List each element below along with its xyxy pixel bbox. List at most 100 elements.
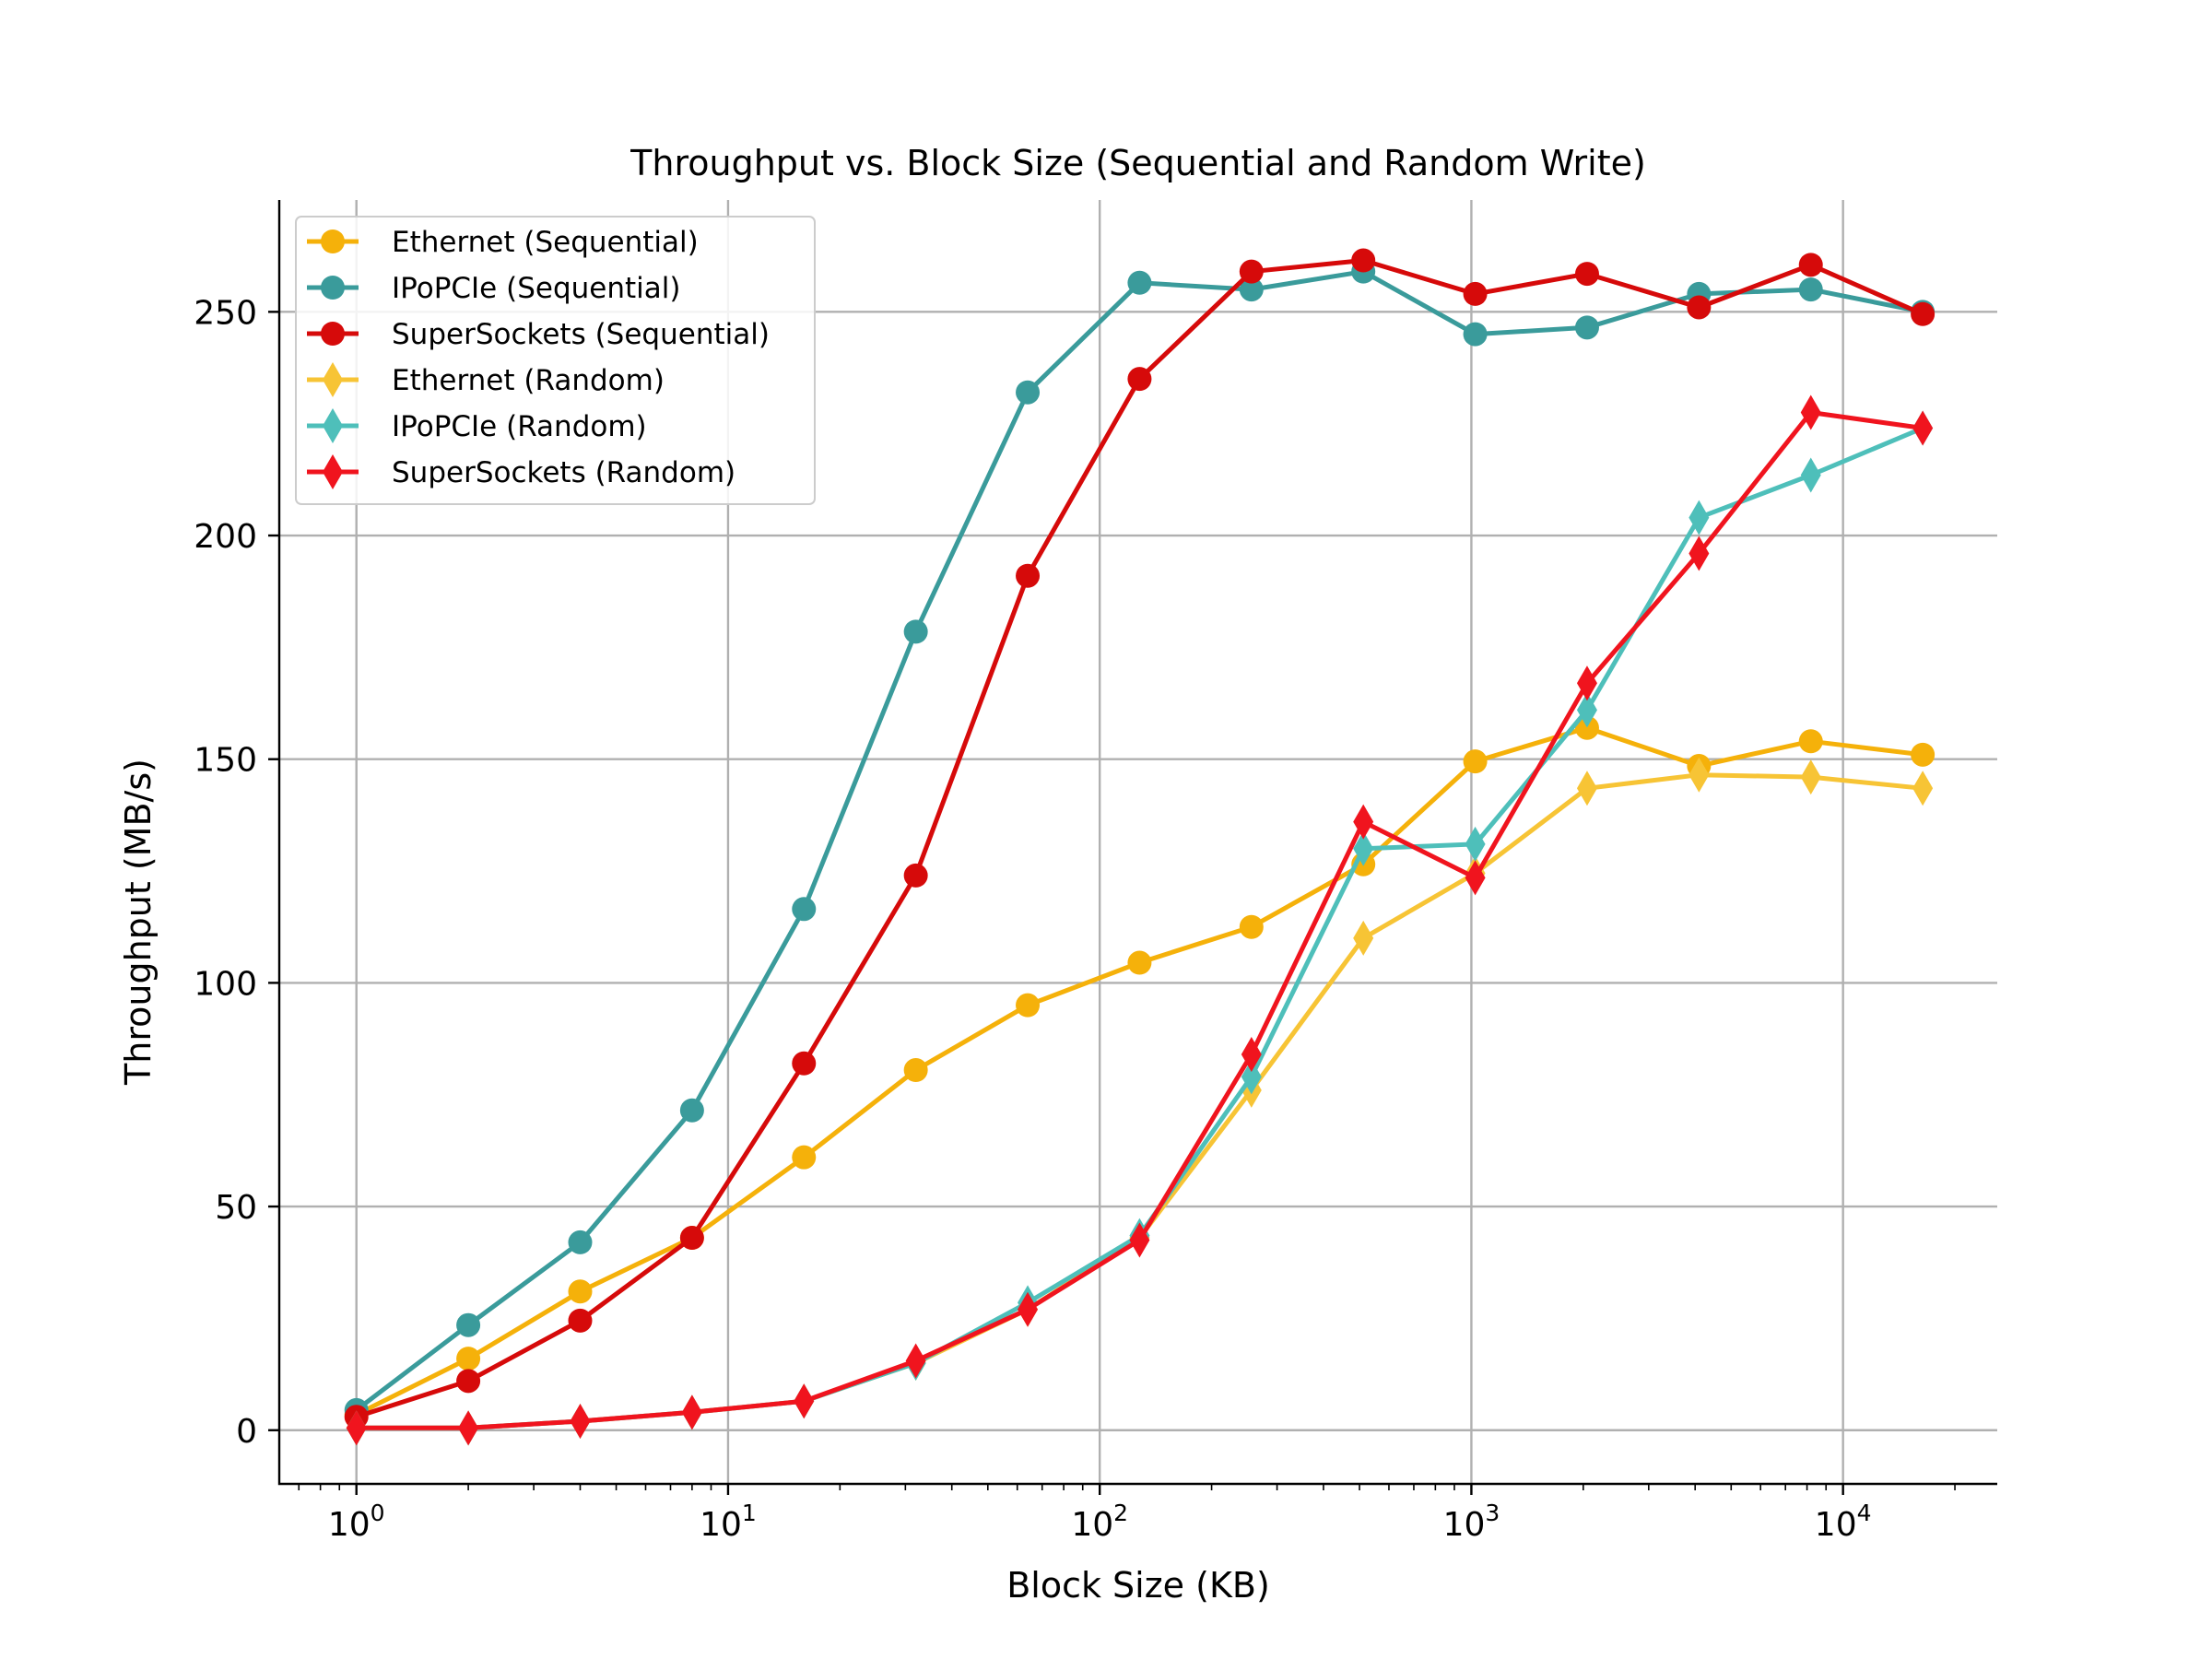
- legend-entry: Ethernet (Sequential): [307, 226, 699, 259]
- data-point: [1018, 1291, 1039, 1327]
- legend-entry: Ethernet (Random): [307, 362, 665, 397]
- data-point: [1687, 295, 1712, 320]
- data-point: [1463, 281, 1488, 306]
- data-point: [1798, 277, 1823, 302]
- data-point: [1016, 563, 1041, 588]
- series-layer: [344, 248, 1936, 1446]
- data-point: [1127, 950, 1152, 975]
- legend-entry: SuperSockets (Random): [307, 454, 735, 489]
- data-point: [1576, 692, 1597, 728]
- data-point: [905, 1343, 926, 1379]
- legend-marker: [321, 276, 345, 300]
- x-tick-label: 101: [700, 1500, 757, 1544]
- chart-title: Throughput vs. Block Size (Sequential an…: [629, 143, 1646, 183]
- data-point: [346, 1410, 367, 1446]
- series-1: [344, 259, 1936, 1422]
- data-point: [1574, 715, 1599, 740]
- series-2: [344, 248, 1936, 1430]
- data-point: [1239, 277, 1264, 302]
- data-point: [792, 1051, 817, 1076]
- data-point: [1576, 771, 1597, 806]
- legend-marker: [321, 322, 345, 346]
- data-point: [1688, 500, 1710, 535]
- data-point: [1465, 826, 1486, 862]
- y-tick-label: 250: [194, 294, 257, 332]
- data-point: [1912, 771, 1934, 806]
- y-tick-label: 200: [194, 518, 257, 556]
- data-point: [1798, 729, 1823, 754]
- data-point: [1688, 757, 1710, 793]
- data-point: [568, 1279, 593, 1304]
- y-tick-label: 100: [194, 965, 257, 1003]
- data-point: [1463, 322, 1488, 347]
- legend-marker: [323, 408, 343, 443]
- data-point: [792, 1145, 817, 1170]
- y-tick-label: 50: [215, 1189, 257, 1227]
- legend-label: SuperSockets (Random): [392, 456, 735, 489]
- legend-marker: [323, 362, 343, 397]
- data-point: [1574, 262, 1599, 287]
- x-axis-label: Block Size (KB): [1006, 1565, 1270, 1606]
- data-point: [1016, 993, 1041, 1018]
- data-point: [570, 1404, 591, 1440]
- axis-spines: [277, 200, 1997, 1486]
- x-tick-label: 102: [1071, 1500, 1128, 1544]
- legend-box: [295, 216, 816, 505]
- data-point: [1800, 394, 1821, 430]
- y-tick-label: 150: [194, 742, 257, 780]
- data-point: [679, 1098, 704, 1123]
- legend-entry: IPoPCIe (Random): [307, 408, 647, 443]
- data-point: [1798, 253, 1823, 277]
- data-point: [1463, 749, 1488, 774]
- x-tick-label: 103: [1443, 1500, 1500, 1544]
- data-point: [903, 863, 928, 888]
- data-point: [1576, 665, 1597, 701]
- data-point: [679, 1226, 704, 1251]
- y-axis-label: Throughput (MB/s): [118, 759, 159, 1086]
- data-point: [792, 897, 817, 922]
- data-point: [568, 1308, 593, 1333]
- data-point: [1912, 410, 1934, 446]
- x-tick-label: 100: [328, 1500, 385, 1544]
- data-point: [1351, 248, 1376, 273]
- data-point: [1239, 914, 1264, 939]
- legend: Ethernet (Sequential) IPoPCIe (Sequential…: [295, 216, 816, 505]
- data-point: [1574, 315, 1599, 340]
- data-point: [458, 1410, 479, 1446]
- ticks: 100 101 102 103 104 0 50 100 150 200 250: [194, 294, 1956, 1544]
- data-point: [1465, 860, 1486, 896]
- data-point: [1800, 759, 1821, 795]
- legend-label: IPoPCIe (Sequential): [392, 272, 680, 305]
- data-point: [1239, 259, 1264, 284]
- data-point: [1353, 804, 1374, 840]
- data-point: [1353, 920, 1374, 956]
- data-point: [794, 1383, 815, 1419]
- data-point: [568, 1230, 593, 1254]
- legend-label: IPoPCIe (Random): [392, 410, 647, 443]
- data-point: [1127, 270, 1152, 295]
- x-tick-label: 104: [1815, 1500, 1872, 1544]
- legend-label: Ethernet (Sequential): [392, 226, 699, 259]
- data-point: [1688, 535, 1710, 571]
- legend-label: SuperSockets (Sequential): [392, 318, 770, 351]
- data-point: [1129, 1222, 1150, 1258]
- series-5: [346, 394, 1934, 1446]
- legend-marker: [321, 229, 345, 253]
- data-point: [1241, 1059, 1262, 1095]
- legend-entry: IPoPCIe (Sequential): [307, 272, 680, 305]
- data-point: [456, 1347, 481, 1371]
- data-point: [1241, 1037, 1262, 1073]
- data-point: [456, 1369, 481, 1394]
- data-point: [903, 619, 928, 644]
- data-point: [1127, 367, 1152, 392]
- legend-label: Ethernet (Random): [392, 364, 665, 397]
- data-point: [456, 1312, 481, 1337]
- legend-marker: [323, 454, 343, 489]
- axes: [277, 200, 1997, 1486]
- data-point: [1800, 457, 1821, 493]
- data-point: [1353, 830, 1374, 866]
- y-tick-label: 0: [236, 1413, 257, 1451]
- data-point: [1911, 301, 1936, 326]
- legend-entry: SuperSockets (Sequential): [307, 318, 770, 351]
